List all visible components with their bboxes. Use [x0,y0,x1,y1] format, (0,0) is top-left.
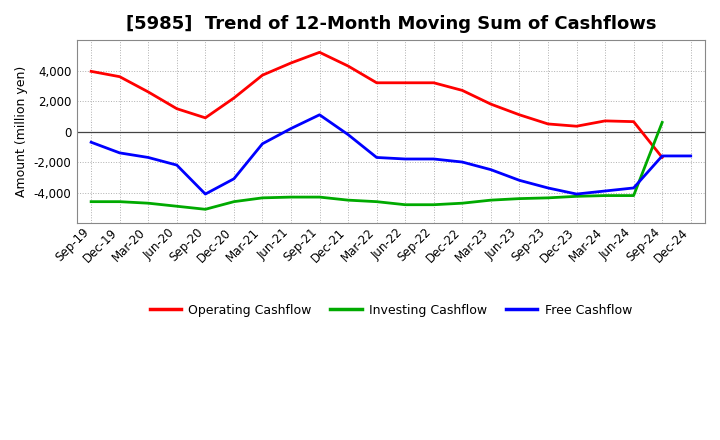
Legend: Operating Cashflow, Investing Cashflow, Free Cashflow: Operating Cashflow, Investing Cashflow, … [145,299,637,322]
Y-axis label: Amount (million yen): Amount (million yen) [15,66,28,197]
Title: [5985]  Trend of 12-Month Moving Sum of Cashflows: [5985] Trend of 12-Month Moving Sum of C… [126,15,656,33]
